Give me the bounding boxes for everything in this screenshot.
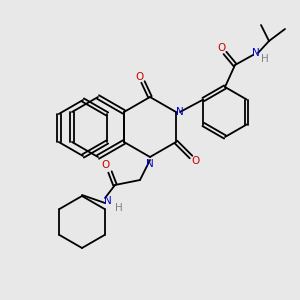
Text: H: H bbox=[261, 54, 269, 64]
Text: N: N bbox=[104, 196, 112, 206]
Text: N: N bbox=[176, 107, 184, 117]
Text: O: O bbox=[135, 72, 143, 82]
Text: N: N bbox=[252, 48, 260, 58]
Text: H: H bbox=[115, 203, 123, 213]
Text: N: N bbox=[146, 159, 154, 169]
Text: O: O bbox=[101, 160, 109, 170]
Text: O: O bbox=[192, 156, 200, 166]
Text: O: O bbox=[217, 43, 225, 53]
